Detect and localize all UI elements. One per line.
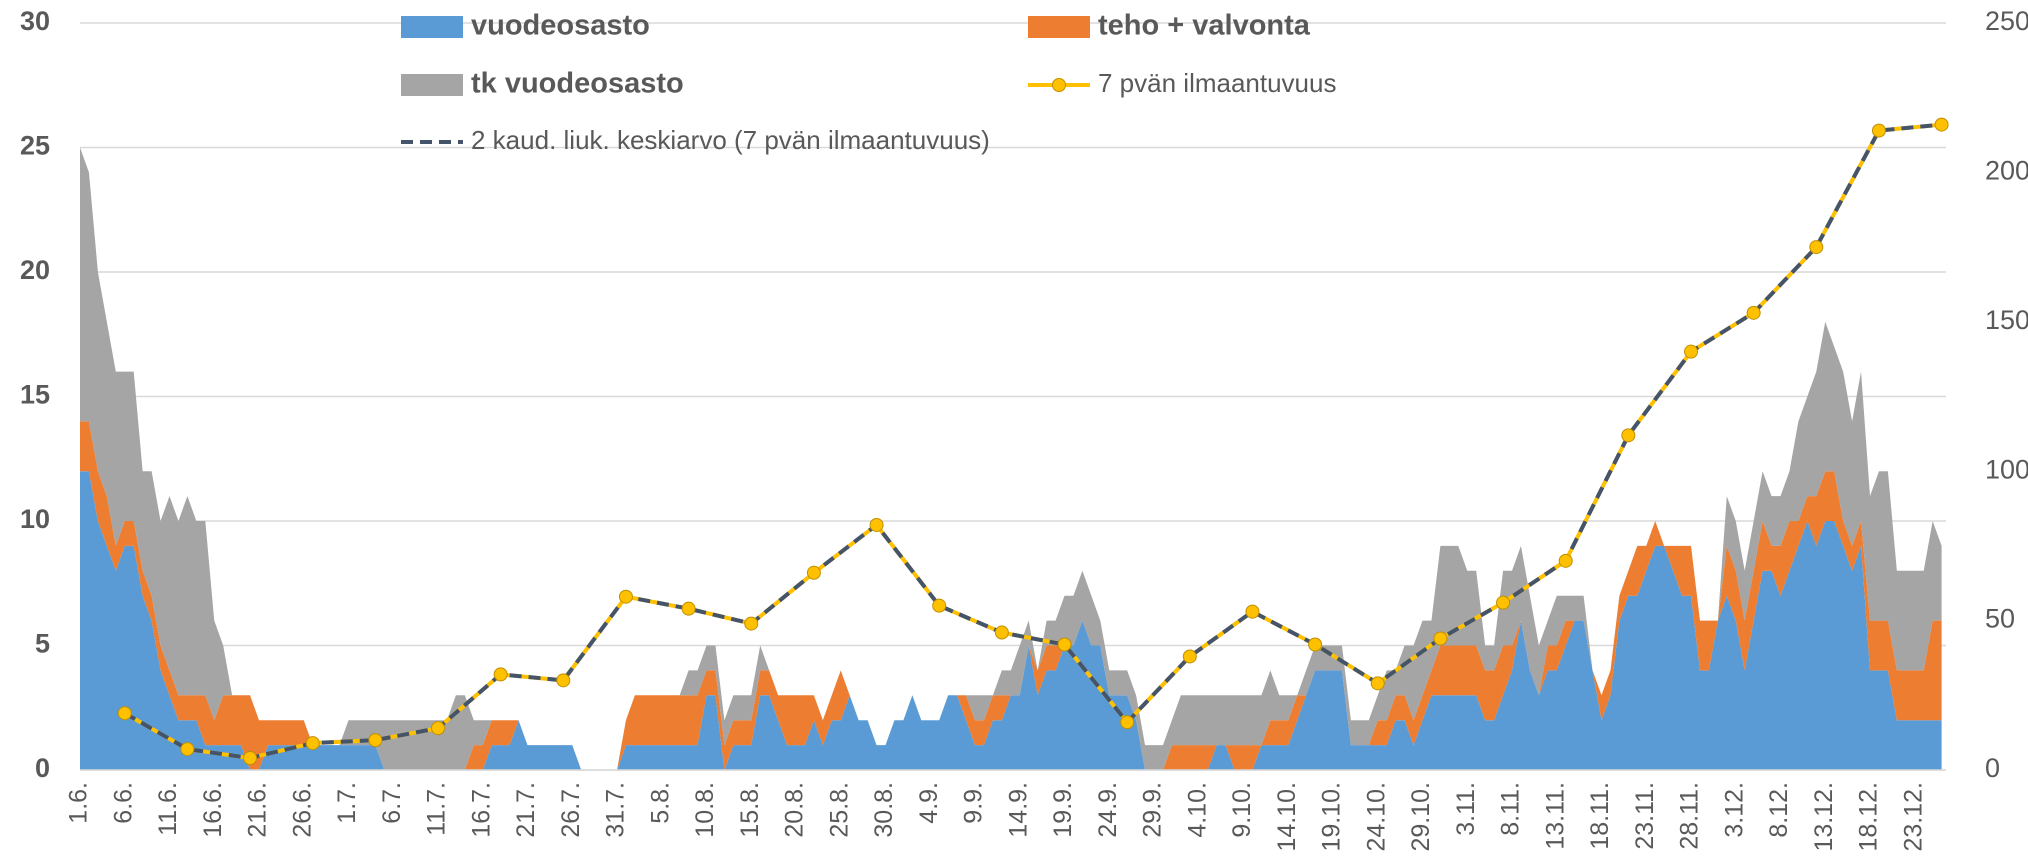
marker [1245,604,1260,619]
marker [618,589,633,604]
marker [243,751,258,766]
marker [117,706,132,721]
marker [1120,715,1135,730]
legend-swatch [401,74,463,96]
legend-label: tk vuodeosasto [471,68,684,100]
area [80,421,1942,770]
x-tick-label: 5.8. [646,782,674,824]
x-tick-label: 11.7. [423,782,451,836]
marker [994,625,1009,640]
x-tick-label: 20.8. [781,782,809,838]
marker [1871,123,1886,138]
marker [932,598,947,613]
marker [681,601,696,616]
marker [431,721,445,736]
area [80,147,1942,770]
x-tick-label: 26.7. [557,782,585,838]
line [123,122,1942,761]
marker [493,667,508,682]
y2-tick-label: 150 [1985,305,2028,335]
legend-label: teho + valvonta [1098,10,1311,42]
x-tick-label: 23.12. [1899,782,1927,852]
x-tick-label: 18.11. [1586,782,1614,850]
x-tick-label: 13.11. [1541,782,1569,850]
y-tick-label: 0 [35,753,50,783]
y2-tick-label: 0 [1985,753,2000,783]
x-tick-label: 8.11. [1497,782,1525,836]
x-tick-label: 3.11. [1452,782,1480,836]
legend-label: 2 kaud. liuk. keskiarvo (7 pvän ilmaantu… [471,125,990,155]
x-tick-label: 9.10. [1228,782,1256,838]
x-tick-label: 8.12. [1765,782,1793,838]
x-tick-label: 24.9. [1094,782,1122,838]
x-tick-label: 18.12. [1855,782,1883,852]
marker [1057,637,1072,652]
y2-tick-label: 250 [1985,6,2028,36]
x-tick-label: 19.10. [1318,782,1346,852]
marker [1809,240,1824,255]
marker [1558,553,1573,568]
y-tick-label: 30 [20,6,50,36]
marker [368,733,383,748]
x-tick-label: 15.8. [736,782,764,838]
x-tick-label: 4.10. [1183,782,1211,838]
x-tick-label: 14.9. [1004,782,1032,838]
x-tick-label: 6.6. [109,782,137,824]
marker [1934,117,1949,132]
legend-label: 7 pvän ilmaantuvuus [1098,68,1336,98]
x-tick-label: 26.6. [288,782,316,838]
legend-label: vuodeosasto [471,10,650,42]
x-tick-label: 3.12. [1720,782,1748,838]
x-tick-label: 10.8. [691,782,719,838]
marker [869,517,884,532]
marker [305,736,320,751]
legend-swatch [1028,16,1090,38]
x-tick-label: 6.7. [378,782,406,824]
y2-tick-label: 100 [1985,454,2028,484]
x-tick-label: 30.8. [870,782,898,838]
x-tick-label: 28.11. [1676,782,1704,850]
x-tick-label: 13.12. [1810,782,1838,852]
x-tick-label: 1.6. [65,782,93,824]
x-tick-label: 23.11. [1631,782,1659,850]
legend-marker [1052,78,1066,92]
x-tick-label: 19.9. [1049,782,1077,838]
x-tick-label: 24.10. [1362,782,1390,852]
marker [1308,637,1323,652]
legend-swatch [401,16,463,38]
y-tick-label: 5 [35,629,50,659]
x-tick-label: 21.6. [244,782,272,838]
x-tick-label: 31.7. [602,782,630,838]
marker [1496,595,1511,610]
marker [744,616,759,631]
y2-tick-label: 50 [1985,604,2015,634]
x-tick-label: 14.10. [1273,782,1301,852]
y-tick-label: 20 [20,255,50,285]
marker [1746,305,1761,320]
x-tick-label: 9.9. [960,782,988,824]
x-tick-label: 21.7. [512,782,540,838]
x-tick-label: 25.8. [825,782,853,838]
marker [1621,428,1636,443]
marker [1433,631,1448,646]
x-tick-label: 16.6. [199,782,227,838]
marker [1370,676,1385,691]
x-tick-label: 11.6. [154,782,182,836]
x-tick-label: 4.9. [915,782,943,824]
marker [806,565,821,580]
x-tick-label: 29.9. [1139,782,1167,838]
marker [1182,649,1197,664]
y-tick-label: 25 [20,131,50,161]
y-tick-label: 10 [20,504,50,534]
marker [1684,344,1698,359]
x-tick-label: 29.10. [1407,782,1435,852]
y-tick-label: 15 [20,380,50,410]
x-tick-label: 1.7. [333,782,361,824]
y2-tick-label: 200 [1985,156,2028,186]
marker [556,673,571,688]
x-tick-label: 16.7. [467,782,495,838]
marker [180,742,195,757]
